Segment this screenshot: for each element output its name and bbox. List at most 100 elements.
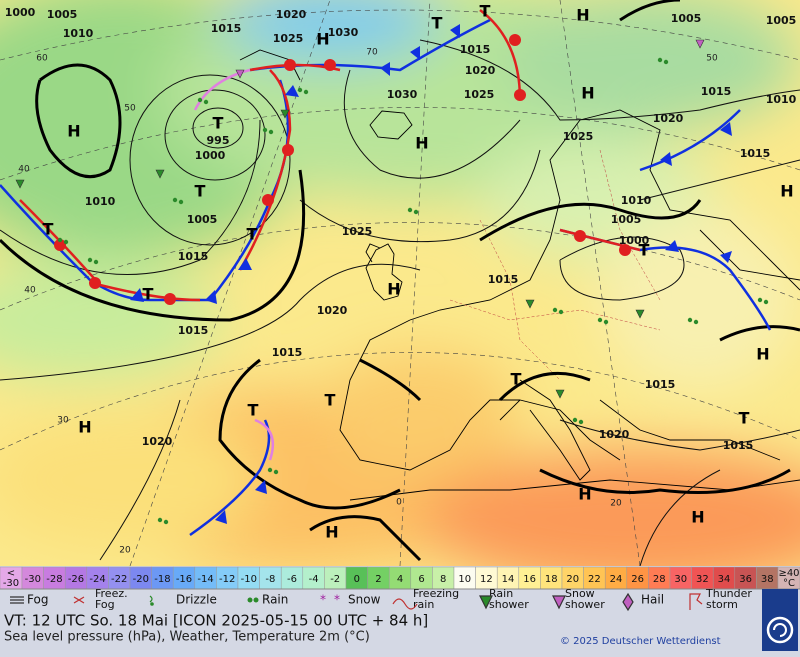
shower-symbol: [155, 169, 165, 179]
scale-label: -16: [176, 574, 192, 585]
legend-label: rain: [413, 598, 434, 611]
scale-label: 20: [566, 574, 579, 585]
rain-dot: [268, 129, 274, 135]
pressure-center: H: [325, 523, 338, 542]
scale-label: -24: [89, 574, 105, 585]
pressure-center: T: [248, 401, 259, 420]
scale-label: 12: [480, 574, 493, 585]
rain-dot: [657, 57, 663, 63]
shower-symbol: [235, 69, 245, 79]
rain-dot: [172, 197, 178, 203]
pressure-label: 1015: [740, 147, 771, 160]
legend-label: shower: [565, 598, 605, 611]
pressure-center: T: [639, 241, 650, 260]
pressure-label: 1015: [723, 439, 754, 452]
scale-label: 26: [631, 574, 644, 585]
rain-dot: [273, 469, 279, 475]
pressure-center: T: [143, 285, 154, 304]
scale-label: 36: [739, 574, 752, 585]
pressure-center: H: [316, 30, 329, 49]
scale-label: -4: [309, 574, 319, 585]
valid-time: VT: 12 UTC So. 18 Mai [ICON 2025-05-15 0…: [4, 612, 428, 630]
latitude-label: 30: [57, 416, 69, 426]
legend-label: storm: [706, 598, 738, 611]
rain-dot: [597, 317, 603, 323]
pressure-center: H: [756, 345, 769, 364]
pressure-label: 1020: [142, 435, 173, 448]
pressure-center: T: [247, 225, 258, 244]
pressure-label: 1015: [178, 324, 209, 337]
weather-symbols: [15, 39, 769, 525]
scale-label: -12: [219, 574, 235, 585]
pressure-center: T: [739, 409, 750, 428]
latitude-label: 40: [24, 286, 36, 296]
rain-dot: [603, 319, 609, 325]
scale-label: ≥40: [778, 568, 799, 579]
scale-label: 10: [458, 574, 471, 585]
rain-dot: [262, 127, 268, 133]
rain-dot: [267, 467, 273, 473]
scale-label: -14: [197, 574, 213, 585]
rain-dot: [687, 317, 693, 323]
shower-symbol: [635, 309, 645, 319]
pressure-label: 1005: [766, 14, 797, 27]
pressure-label: 1015: [178, 250, 209, 263]
scale-label: -10: [241, 574, 257, 585]
shower-symbol: [525, 299, 535, 309]
pressure-center: T: [325, 391, 336, 410]
pressure-label: 1020: [599, 428, 630, 441]
pressure-label: 1000: [5, 6, 36, 19]
rain-dot: [303, 89, 309, 95]
rain-dot: [163, 519, 169, 525]
legend-icons: * *: [10, 593, 703, 612]
rain-dot: [663, 59, 669, 65]
pressure-center: H: [415, 134, 428, 153]
description: Sea level pressure (hPa), Weather, Tempe…: [4, 630, 370, 645]
legend-label: Freezing: [413, 587, 459, 600]
latitude-label: 60: [36, 54, 48, 64]
pressure-label: 1015: [645, 378, 676, 391]
rain-dot: [757, 297, 763, 303]
scale-label: 18: [545, 574, 558, 585]
rain-dot: [63, 239, 69, 245]
scale-label: 22: [588, 574, 601, 585]
scale-label: -30: [3, 578, 19, 589]
rain-dot: [178, 199, 184, 205]
scale-label: 14: [502, 574, 515, 585]
pressure-label: 1010: [63, 27, 94, 40]
legend-label: Fog: [95, 598, 115, 611]
scale-label: 16: [523, 574, 536, 585]
latitude-label: 20: [610, 499, 622, 509]
pressure-label: 1025: [342, 225, 373, 238]
scale-label: 24: [610, 574, 623, 585]
scale-label: -18: [154, 574, 170, 585]
legend-label: shower: [489, 598, 529, 611]
latitude-label: 70: [366, 48, 378, 58]
pressure-label: 1025: [464, 88, 495, 101]
svg-text:*: *: [334, 593, 340, 607]
scale-label: 38: [761, 574, 774, 585]
legend-label: Fog: [27, 593, 48, 607]
pressure-label: 1015: [211, 22, 242, 35]
pressure-center: H: [387, 280, 400, 299]
pressure-label: 1000: [195, 149, 226, 162]
scale-label: -8: [265, 574, 275, 585]
legend-label: Rain: [262, 593, 288, 607]
pressure-center: H: [780, 182, 793, 201]
legend-label: Rain: [489, 587, 513, 600]
shower-symbol: [555, 389, 565, 399]
pressure-center: H: [67, 122, 80, 141]
pressure-label: 1030: [328, 26, 359, 39]
pressure-label: 1015: [272, 346, 303, 359]
legend-label: Hail: [641, 593, 664, 607]
pressure-label: 1015: [701, 85, 732, 98]
rain-dot: [407, 207, 413, 213]
scale-label: -6: [287, 574, 297, 585]
logo-box: [762, 589, 798, 651]
scale-label: -20: [133, 574, 149, 585]
rain-dot: [87, 257, 93, 263]
latitude-label: 20: [119, 546, 131, 556]
latitude-label: 40: [18, 165, 30, 175]
scale-label: 6: [418, 574, 424, 585]
pressure-center: T: [432, 14, 443, 33]
